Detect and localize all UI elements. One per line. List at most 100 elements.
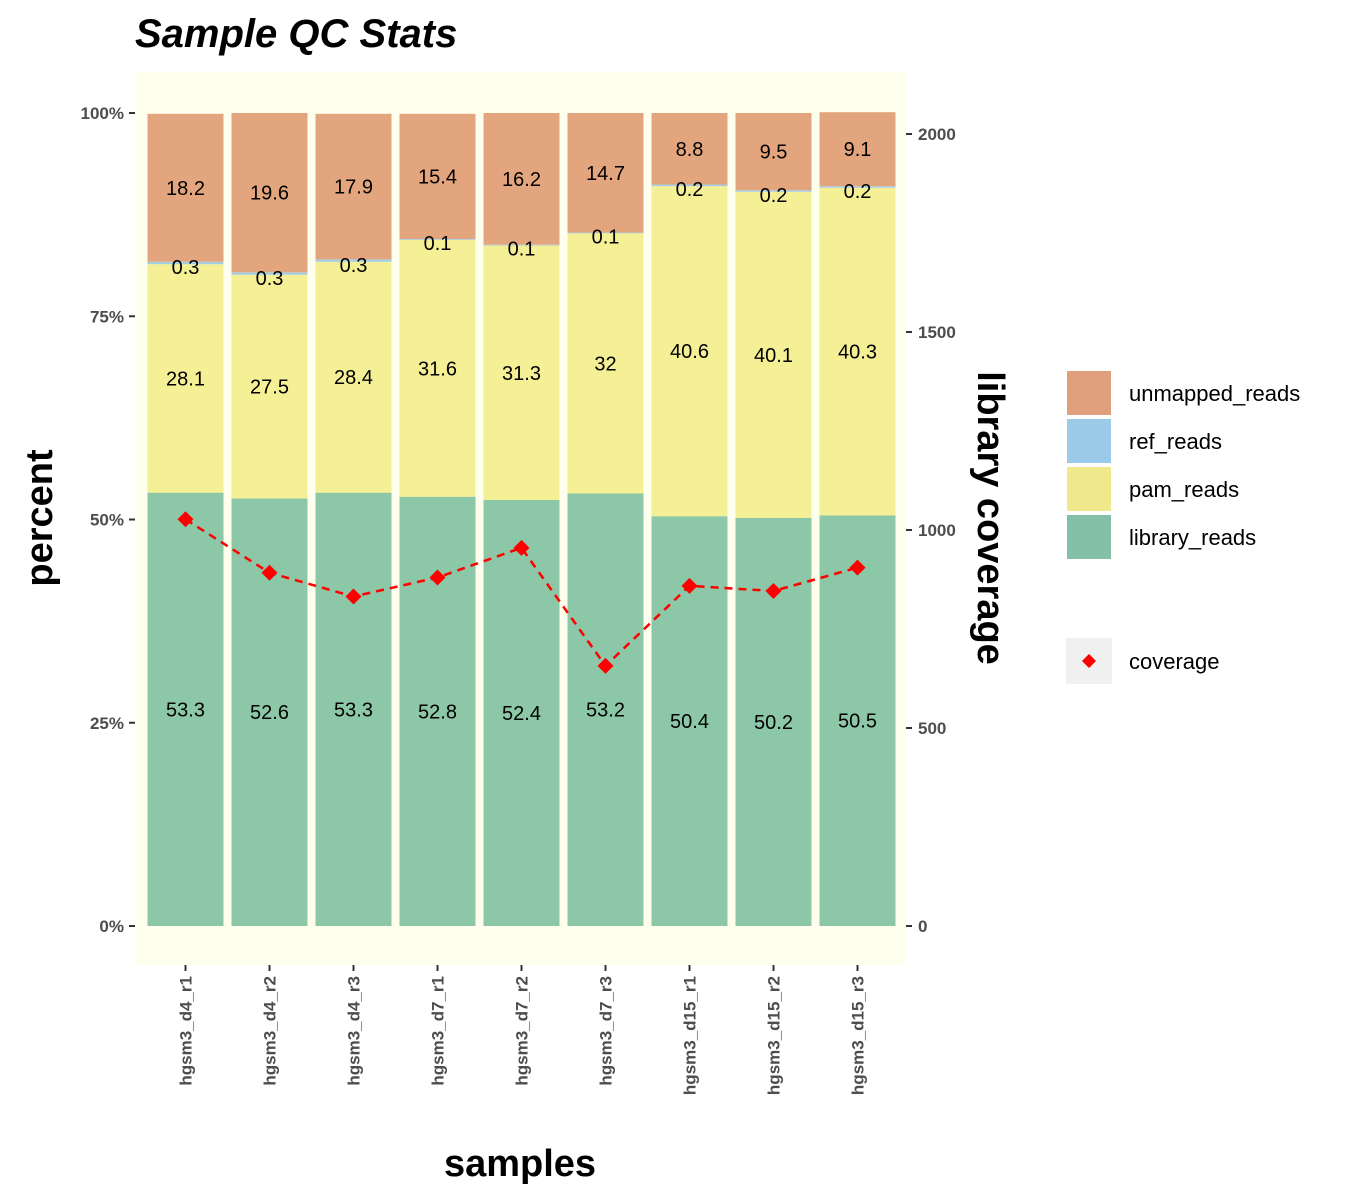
legend-key-coverage bbox=[1082, 654, 1096, 668]
data-label-pam_reads-hgsm3_d15_r2: 40.1 bbox=[754, 345, 793, 367]
data-label-library_reads-hgsm3_d7_r3: 53.2 bbox=[586, 700, 625, 722]
data-label-library_reads-hgsm3_d7_r2: 52.4 bbox=[502, 703, 541, 725]
data-label-ref_reads-hgsm3_d15_r3: 0.2 bbox=[844, 181, 872, 203]
x-tick-label: hgsm3_d4_r3 bbox=[345, 976, 364, 1086]
chart-title: Sample QC Stats bbox=[135, 12, 457, 56]
data-label-unmapped_reads-hgsm3_d4_r2: 19.6 bbox=[250, 183, 289, 205]
data-label-unmapped_reads-hgsm3_d7_r2: 16.2 bbox=[502, 169, 541, 191]
legend-label-pam_reads: pam_reads bbox=[1129, 477, 1239, 502]
y-tick-label: 50% bbox=[90, 511, 124, 530]
bar-library_reads-hgsm3_d4_r3 bbox=[315, 492, 392, 926]
data-label-ref_reads-hgsm3_d7_r3: 0.1 bbox=[592, 226, 620, 248]
data-label-library_reads-hgsm3_d7_r1: 52.8 bbox=[418, 701, 457, 723]
bar-ref_reads-hgsm3_d15_r2 bbox=[735, 190, 812, 192]
x-tick-label: hgsm3_d15_r3 bbox=[849, 976, 868, 1095]
x-tick-label: hgsm3_d7_r3 bbox=[597, 976, 616, 1086]
bar-pam_reads-hgsm3_d4_r3 bbox=[315, 261, 392, 493]
bar-library_reads-hgsm3_d4_r1 bbox=[147, 492, 224, 926]
y-tick-label: 75% bbox=[90, 307, 124, 326]
bar-ref_reads-hgsm3_d4_r3 bbox=[315, 259, 392, 262]
bar-unmapped_reads-hgsm3_d15_r1 bbox=[651, 113, 728, 185]
bar-pam_reads-hgsm3_d4_r2 bbox=[231, 274, 308, 499]
data-labels-layer: 53.3 28.1 0.3 18.2 52.6 27.5 0.3 19.6 53.3 28.4 0.… bbox=[166, 139, 877, 734]
legend-label-coverage: coverage bbox=[1129, 649, 1220, 674]
bar-library_reads-hgsm3_d7_r3 bbox=[567, 493, 644, 926]
data-label-unmapped_reads-hgsm3_d15_r2: 9.5 bbox=[760, 142, 788, 164]
coverage-point-hgsm3_d15_r1 bbox=[681, 577, 698, 594]
data-label-library_reads-hgsm3_d4_r1: 53.3 bbox=[166, 699, 205, 721]
bar-unmapped_reads-hgsm3_d7_r3 bbox=[567, 113, 644, 233]
bar-library_reads-hgsm3_d15_r3 bbox=[819, 515, 896, 926]
data-label-pam_reads-hgsm3_d7_r1: 31.6 bbox=[418, 358, 457, 380]
legend-key-unmapped_reads bbox=[1065, 369, 1113, 417]
bar-unmapped_reads-hgsm3_d7_r1 bbox=[399, 113, 476, 240]
bar-pam_reads-hgsm3_d7_r3 bbox=[567, 233, 644, 494]
bar-unmapped_reads-hgsm3_d4_r1 bbox=[147, 113, 224, 262]
bar-pam_reads-hgsm3_d7_r1 bbox=[399, 239, 476, 497]
bar-unmapped_reads-hgsm3_d4_r2 bbox=[231, 113, 308, 273]
y2-tick-label: 2000 bbox=[918, 125, 956, 144]
x-tick-label: hgsm3_d4_r1 bbox=[177, 976, 196, 1086]
x-tick-label: hgsm3_d15_r1 bbox=[681, 976, 700, 1095]
data-label-unmapped_reads-hgsm3_d15_r1: 8.8 bbox=[676, 139, 704, 161]
x-tick-label: hgsm3_d15_r2 bbox=[765, 976, 784, 1095]
bar-ref_reads-hgsm3_d7_r3 bbox=[567, 232, 644, 234]
y-axis-right: 0 500 1000 1500 2000 bbox=[906, 125, 956, 936]
bar-pam_reads-hgsm3_d15_r1 bbox=[651, 186, 728, 517]
y2-axis-title: library coverage bbox=[969, 371, 1011, 665]
legend-key-ref_reads bbox=[1065, 417, 1113, 465]
legend: unmapped_reads ref_reads pam_reads library_… bbox=[1065, 369, 1300, 684]
bar-ref_reads-hgsm3_d7_r2 bbox=[483, 244, 560, 246]
bar-ref_reads-hgsm3_d15_r3 bbox=[819, 186, 896, 188]
coverage-point-hgsm3_d7_r2 bbox=[513, 539, 530, 556]
data-label-library_reads-hgsm3_d15_r3: 50.5 bbox=[838, 711, 877, 733]
y-tick-label: 0% bbox=[99, 917, 124, 936]
y2-tick-label: 500 bbox=[918, 719, 946, 738]
bar-ref_reads-hgsm3_d4_r1 bbox=[147, 261, 224, 265]
bar-unmapped_reads-hgsm3_d4_r3 bbox=[315, 113, 392, 260]
y2-tick-label: 1000 bbox=[918, 521, 956, 540]
data-label-pam_reads-hgsm3_d7_r2: 31.3 bbox=[502, 363, 541, 385]
coverage-point-hgsm3_d7_r1 bbox=[429, 569, 446, 586]
x-axis: hgsm3_d4_r1 hgsm3_d4_r2 hgsm3_d4_r3 hgsm3_d… bbox=[177, 965, 868, 1095]
data-label-ref_reads-hgsm3_d15_r2: 0.2 bbox=[760, 185, 788, 207]
data-label-library_reads-hgsm3_d15_r2: 50.2 bbox=[754, 712, 793, 734]
bar-unmapped_reads-hgsm3_d7_r2 bbox=[483, 113, 560, 245]
x-tick-label: hgsm3_d7_r2 bbox=[513, 976, 532, 1086]
bar-ref_reads-hgsm3_d4_r2 bbox=[231, 272, 308, 275]
data-label-unmapped_reads-hgsm3_d4_r3: 17.9 bbox=[334, 177, 373, 199]
data-label-pam_reads-hgsm3_d4_r2: 27.5 bbox=[250, 377, 289, 399]
bars-layer bbox=[147, 112, 896, 926]
data-label-library_reads-hgsm3_d4_r3: 53.3 bbox=[334, 699, 373, 721]
bar-pam_reads-hgsm3_d4_r1 bbox=[147, 264, 224, 493]
data-label-ref_reads-hgsm3_d15_r1: 0.2 bbox=[676, 179, 704, 201]
y-tick-label: 25% bbox=[90, 714, 124, 733]
data-label-pam_reads-hgsm3_d15_r1: 40.6 bbox=[670, 341, 709, 363]
legend-label-unmapped_reads: unmapped_reads bbox=[1129, 381, 1300, 406]
bar-unmapped_reads-hgsm3_d15_r2 bbox=[735, 113, 812, 191]
legend-label-ref_reads: ref_reads bbox=[1129, 429, 1222, 454]
data-label-unmapped_reads-hgsm3_d7_r3: 14.7 bbox=[586, 163, 625, 185]
bar-pam_reads-hgsm3_d15_r2 bbox=[735, 191, 812, 518]
bar-ref_reads-hgsm3_d7_r1 bbox=[399, 239, 476, 240]
coverage-point-hgsm3_d7_r3 bbox=[597, 657, 614, 674]
y2-tick-label: 1500 bbox=[918, 323, 956, 342]
data-label-pam_reads-hgsm3_d15_r3: 40.3 bbox=[838, 342, 877, 364]
data-label-ref_reads-hgsm3_d4_r2: 0.3 bbox=[256, 268, 284, 290]
data-label-library_reads-hgsm3_d4_r2: 52.6 bbox=[250, 702, 289, 724]
coverage-point-hgsm3_d15_r2 bbox=[765, 582, 782, 599]
coverage-point-hgsm3_d4_r2 bbox=[261, 564, 278, 581]
legend-key-library_reads bbox=[1065, 513, 1113, 561]
coverage-point-hgsm3_d4_r3 bbox=[345, 588, 362, 605]
bar-pam_reads-hgsm3_d7_r2 bbox=[483, 245, 560, 500]
legend-label-library_reads: library_reads bbox=[1129, 525, 1256, 550]
y-tick-label: 100% bbox=[81, 104, 124, 123]
coverage-point-hgsm3_d15_r3 bbox=[849, 559, 866, 576]
coverage-line bbox=[184, 518, 858, 668]
data-label-ref_reads-hgsm3_d7_r1: 0.1 bbox=[424, 233, 452, 255]
data-label-ref_reads-hgsm3_d4_r1: 0.3 bbox=[172, 257, 200, 279]
coverage-point-hgsm3_d4_r1 bbox=[177, 511, 194, 528]
data-label-ref_reads-hgsm3_d7_r2: 0.1 bbox=[508, 239, 536, 261]
data-label-unmapped_reads-hgsm3_d4_r1: 18.2 bbox=[166, 178, 205, 200]
